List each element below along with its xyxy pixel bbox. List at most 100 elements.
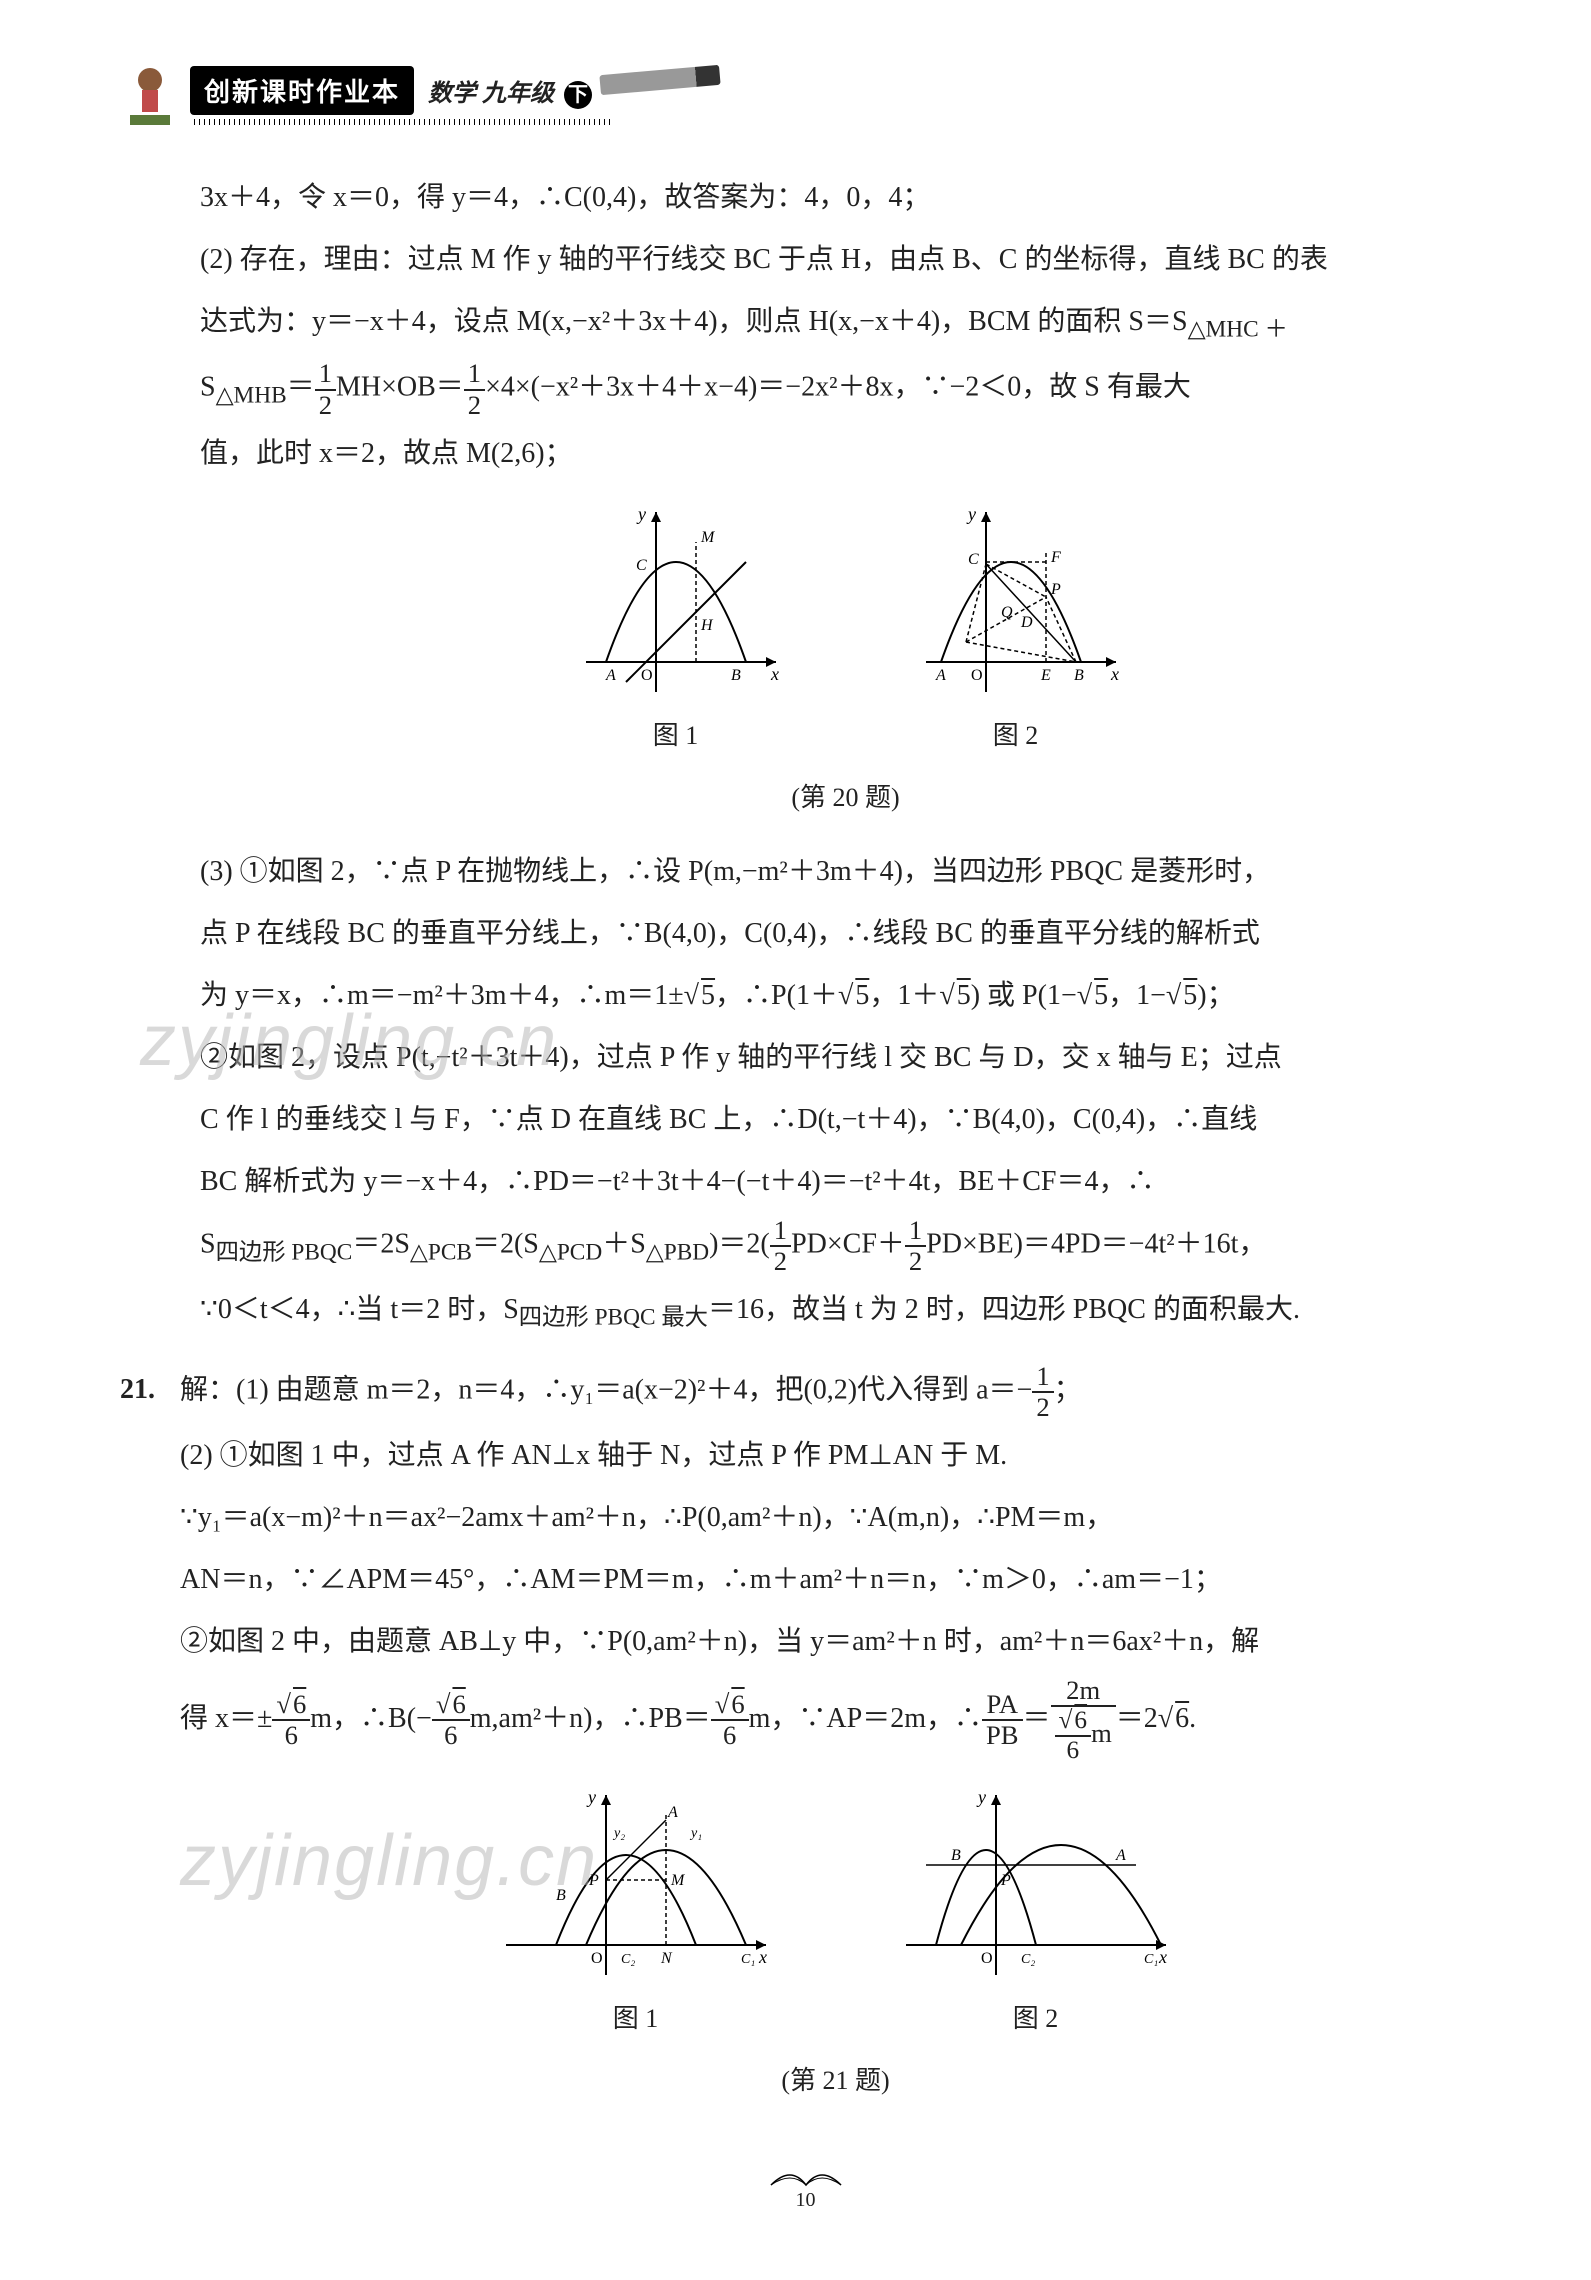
fraction: √66 bbox=[711, 1690, 749, 1751]
t: m，∵AP＝2m，∴ bbox=[749, 1703, 982, 1734]
t: ，1＋ bbox=[869, 980, 939, 1011]
q20-fig1-label: 图 1 bbox=[566, 710, 786, 762]
n: 1 bbox=[1032, 1362, 1053, 1393]
t: ＝2S bbox=[352, 1228, 410, 1259]
fraction: √66 bbox=[432, 1690, 470, 1751]
svg-text:B: B bbox=[951, 1847, 961, 1864]
fraction-nested: √66 bbox=[1055, 1707, 1092, 1765]
svg-text:M: M bbox=[700, 529, 716, 546]
svg-text:D: D bbox=[1020, 614, 1033, 631]
fraction: PAPB bbox=[982, 1690, 1023, 1751]
frac-num: 1 bbox=[464, 359, 485, 390]
t: . bbox=[1189, 1703, 1196, 1734]
q20-l3-rest: ×4×(−x²＋3x＋4＋x−4)＝−2x²＋8x，∵−2＜0，故 S 有最大 bbox=[485, 372, 1191, 403]
q21-fig2: x y O B P A C₂ C₁ 图 2 bbox=[896, 1785, 1176, 2045]
q20-line2b: 达式为：y＝−x＋4，设点 M(x,−x²＋3x＋4)，则点 H(x,−x＋4)… bbox=[200, 294, 1491, 353]
q20-line2b-prefix: 达式为：y＝−x＋4，设点 M(x,−x²＋3x＋4)，则点 H(x,−x＋4)… bbox=[200, 306, 1188, 337]
q21-line1: 解：(1) 由题意 m＝2，n＝4，∴y₁＝a(x−2)²＋4，把(0,2)代入… bbox=[180, 1362, 1491, 1423]
sqrt: 5 bbox=[699, 980, 715, 1011]
t: 为 y＝x，∴m＝−m²＋3m＋4，∴m＝1± bbox=[200, 980, 684, 1011]
n: 1 bbox=[770, 1216, 791, 1247]
svg-text:E: E bbox=[1040, 667, 1051, 684]
svg-text:x: x bbox=[770, 664, 779, 684]
t: ＝ bbox=[1023, 1703, 1051, 1734]
q20-line6a: 点 P 在线段 BC 的垂直平分线上，∵B(4,0)，C(0,4)，∴线段 BC… bbox=[200, 906, 1491, 962]
svg-text:y: y bbox=[636, 504, 646, 524]
fraction: 2m√66m bbox=[1051, 1676, 1116, 1765]
q21-fig1: x y O A M P B N C₂ C₁ y₂ y₁ bbox=[496, 1785, 776, 2045]
q21-line3: ∵y₁＝a(x−m)²＋n＝ax²−2amx＋am²＋n，∴P(0,am²＋n)… bbox=[180, 1490, 1491, 1546]
q20-line3: S△MHB＝12MH×OB＝12×4×(−x²＋3x＋4＋x−4)＝−2x²＋8… bbox=[200, 359, 1491, 420]
svg-text:y: y bbox=[586, 1787, 596, 1807]
subject-label: 数学 九年级 bbox=[428, 81, 554, 107]
svg-text:P: P bbox=[588, 1872, 599, 1889]
t: ∵0＜t＜4，∴当 t＝2 时，S bbox=[200, 1294, 519, 1325]
svg-text:M: M bbox=[670, 1872, 686, 1889]
svg-text:C₂: C₂ bbox=[1021, 1952, 1035, 1967]
wavy-underline bbox=[190, 119, 610, 125]
svg-text:A: A bbox=[1115, 1847, 1126, 1864]
svg-text:P: P bbox=[1050, 581, 1061, 598]
q20-line9: BC 解析式为 y＝−x＋4，∴PD＝−t²＋3t＋4−(−t＋4)＝−t²＋4… bbox=[200, 1154, 1491, 1210]
q21-fig1-label: 图 1 bbox=[496, 1993, 776, 2045]
q20-fig1: x y O A B C M H 图 1 bbox=[566, 502, 786, 762]
t: ＝2(S bbox=[472, 1228, 539, 1259]
t: m,am²＋n)，∴PB＝ bbox=[470, 1703, 711, 1734]
svg-text:B: B bbox=[556, 1887, 566, 1904]
q21-figures: x y O A M P B N C₂ C₁ y₂ y₁ bbox=[180, 1785, 1491, 2045]
s: 6 bbox=[1072, 1706, 1087, 1734]
q20-line2b-sub: △MHC ＋ bbox=[1188, 317, 1288, 343]
q20-fig2-svg: x y O A B C F P D Q E bbox=[906, 502, 1126, 702]
svg-text:O: O bbox=[971, 667, 983, 684]
q20-figmain: (第 20 题) bbox=[200, 772, 1491, 824]
q20-line4: 值，此时 x＝2，故点 M(2,6)； bbox=[200, 426, 1491, 482]
svg-text:C₂: C₂ bbox=[621, 1952, 635, 1967]
content: 3x＋4，令 x＝0，得 y＝4，∴C(0,4)，故答案为：4，0，4； (2)… bbox=[120, 170, 1491, 2220]
q20-block: 3x＋4，令 x＝0，得 y＝4，∴C(0,4)，故答案为：4，0，4； (2)… bbox=[120, 170, 1491, 1342]
fraction: 12 bbox=[315, 359, 336, 420]
t: PD×CF＋ bbox=[791, 1228, 905, 1259]
sqrt: 5 bbox=[955, 980, 971, 1011]
d: √66m bbox=[1051, 1707, 1116, 1765]
n: 1 bbox=[905, 1216, 926, 1247]
svg-text:H: H bbox=[700, 617, 714, 634]
t: ，∴P(1＋ bbox=[715, 980, 838, 1011]
mascot-icon bbox=[120, 60, 180, 130]
d2: 6 bbox=[1055, 1737, 1092, 1765]
q20-l3-eq: ＝ bbox=[287, 372, 315, 403]
fraction: 12 bbox=[905, 1216, 926, 1277]
d: 2 bbox=[905, 1247, 926, 1276]
fraction: 12 bbox=[1032, 1362, 1053, 1423]
q21-fig2-label: 图 2 bbox=[896, 1993, 1176, 2045]
s: 6 bbox=[450, 1689, 465, 1719]
s: 6 bbox=[1173, 1703, 1189, 1734]
q20-line5: (3) ①如图 2，∵点 P 在抛物线上，∴设 P(m,−m²＋3m＋4)，当四… bbox=[200, 844, 1491, 900]
q20-l3-p1: S bbox=[200, 372, 216, 403]
n: √6 bbox=[432, 1690, 470, 1721]
page: zyjingling.cn zyjingling.cn 创新课时作业本 数学 九… bbox=[0, 0, 1591, 2280]
t: ＝16，故当 t 为 2 时，四边形 PBQC 的面积最大. bbox=[708, 1294, 1300, 1325]
q20-line2a: (2) 存在，理由：过点 M 作 y 轴的平行线交 BC 于点 H，由点 B、C… bbox=[200, 232, 1491, 288]
q20-line1: 3x＋4，令 x＝0，得 y＝4，∴C(0,4)，故答案为：4，0，4； bbox=[200, 170, 1491, 226]
svg-text:Q: Q bbox=[1001, 604, 1013, 621]
s: 6 bbox=[729, 1689, 744, 1719]
fraction: √66 bbox=[272, 1690, 310, 1751]
d: 6 bbox=[272, 1721, 310, 1750]
n: √6 bbox=[711, 1690, 749, 1721]
title-block: 创新课时作业本 数学 九年级 下 bbox=[190, 66, 610, 125]
t: ＝2 bbox=[1116, 1703, 1158, 1734]
sqrt: 5 bbox=[1092, 980, 1108, 1011]
t: ，1− bbox=[1108, 980, 1166, 1011]
n2: √6 bbox=[1055, 1707, 1092, 1737]
t: 得 x＝± bbox=[180, 1703, 272, 1734]
fraction: 12 bbox=[770, 1216, 791, 1277]
svg-text:y₁: y₁ bbox=[689, 1826, 702, 1841]
t: ) 或 P(1− bbox=[971, 980, 1077, 1011]
svg-text:y: y bbox=[976, 1787, 986, 1807]
sub: △PCB bbox=[410, 1239, 472, 1265]
svg-text:O: O bbox=[641, 667, 653, 684]
svg-text:y₂: y₂ bbox=[612, 1826, 625, 1841]
t: )＝2( bbox=[709, 1228, 770, 1259]
t: ； bbox=[1054, 1374, 1082, 1405]
sub: △PCD bbox=[539, 1239, 602, 1265]
